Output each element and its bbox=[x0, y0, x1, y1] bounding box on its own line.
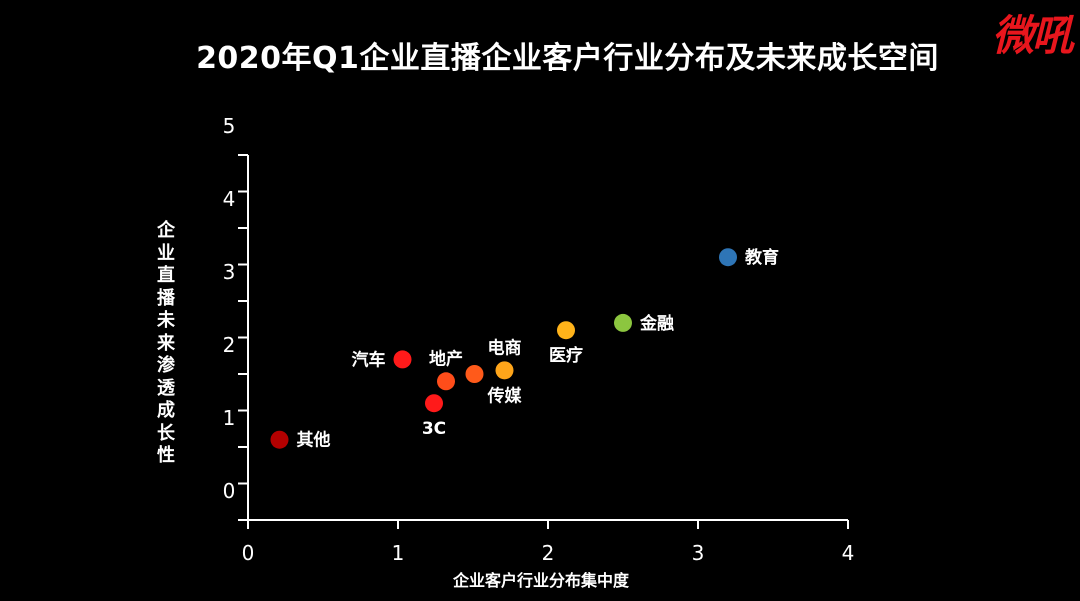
y-tick-label: 1 bbox=[223, 406, 236, 430]
data-point bbox=[614, 313, 632, 332]
x-tick-label: 3 bbox=[692, 541, 705, 565]
data-point bbox=[270, 430, 289, 449]
y-tick-label: 4 bbox=[223, 187, 236, 211]
y-axis-label: 企业直播未来渗透成长性 bbox=[157, 220, 175, 466]
data-point-label: 医疗 bbox=[549, 345, 583, 366]
data-point bbox=[425, 394, 443, 413]
y-tick-label: 0 bbox=[223, 479, 236, 503]
data-point-label: 汽车 bbox=[352, 349, 386, 370]
brand-logo: 微吼 bbox=[991, 11, 1074, 60]
x-tick-label: 4 bbox=[842, 541, 855, 565]
data-point bbox=[719, 248, 737, 267]
x-tick-label: 2 bbox=[542, 541, 555, 565]
data-point-label: 3C bbox=[422, 419, 446, 439]
x-tick-label: 0 bbox=[242, 541, 255, 565]
data-point-label: 电商 bbox=[488, 337, 522, 358]
data-point-label: 教育 bbox=[744, 247, 779, 268]
data-point-label: 金融 bbox=[639, 313, 674, 334]
y-tick-label: 5 bbox=[223, 114, 236, 138]
data-point bbox=[465, 365, 484, 383]
x-axis-label: 企业客户行业分布集中度 bbox=[452, 571, 630, 590]
data-point bbox=[393, 350, 412, 369]
data-point bbox=[437, 372, 455, 391]
data-point-label: 地产 bbox=[429, 348, 463, 369]
data-point bbox=[557, 321, 575, 340]
y-tick-label: 3 bbox=[223, 260, 236, 284]
data-point bbox=[495, 361, 514, 380]
data-point-label: 传媒 bbox=[487, 385, 523, 406]
chart-title: 2020年Q1企业直播企业客户行业分布及未来成长空间 bbox=[196, 41, 939, 76]
y-tick-label: 2 bbox=[223, 333, 236, 357]
x-tick-label: 1 bbox=[392, 541, 405, 565]
data-point-label: 其他 bbox=[297, 430, 331, 451]
